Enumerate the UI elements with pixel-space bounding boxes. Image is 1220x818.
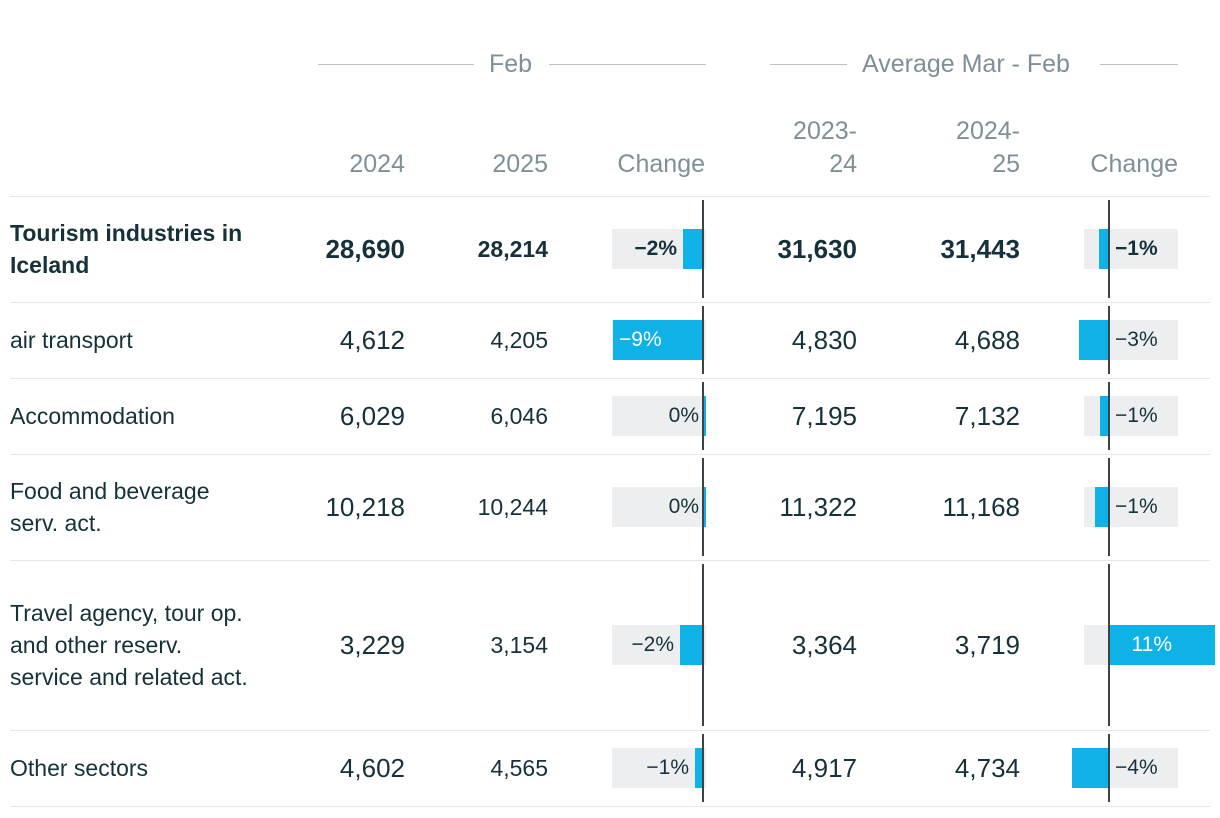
zero-axis-line: [1108, 564, 1110, 726]
cell-feb-2025: 10,244: [477, 494, 548, 520]
cell-feb-2024: 10,218: [325, 492, 405, 522]
cell-feb-2025: 4,565: [490, 755, 548, 781]
row-separator: [10, 560, 1210, 561]
row-label: Tourism industries in Iceland: [10, 220, 243, 278]
feb-group-rule-right: [549, 64, 706, 65]
cell-avg-2024-25: 4,688: [954, 325, 1020, 355]
change-label: 0%: [668, 404, 699, 427]
row-separator: [10, 378, 1210, 379]
col-header-feb-2024: 2024: [349, 150, 405, 178]
avg-group-label: Average Mar - Feb: [862, 50, 1070, 78]
cell-feb-2025: 6,046: [490, 403, 548, 429]
zero-axis-line: [1108, 200, 1110, 298]
zero-axis-line: [702, 382, 704, 450]
change-label: −2%: [634, 237, 677, 260]
change-bar: [703, 396, 706, 436]
cell-feb-2025: 28,214: [477, 236, 548, 262]
zero-axis-line: [1108, 458, 1110, 556]
feb-group-label: Feb: [489, 50, 533, 78]
change-label: −1%: [1115, 404, 1158, 427]
cell-avg-2024-25: 7,132: [954, 401, 1020, 431]
change-bar: [1100, 396, 1109, 436]
row-label: Food and beverage serv. act.: [10, 478, 210, 536]
zero-axis-line: [702, 458, 704, 556]
avg-group-rule-right: [1100, 64, 1178, 65]
cell-avg-2024-25: 11,168: [942, 492, 1020, 522]
zero-axis-line: [702, 564, 704, 726]
change-label: −3%: [1115, 328, 1158, 351]
cell-avg-2024-25: 3,719: [954, 630, 1020, 660]
change-bar: [680, 625, 703, 665]
zero-axis-line: [1108, 306, 1110, 374]
cell-avg-2023-24: 4,917: [791, 753, 857, 783]
col-header-feb-2025: 2025: [492, 150, 548, 178]
change-bar: [1079, 320, 1109, 360]
change-bar: [683, 229, 703, 269]
change-bar: [613, 320, 703, 360]
row-label: Accommodation: [10, 403, 175, 429]
row-label: Travel agency, tour op. and other reserv…: [10, 600, 248, 690]
change-label: 0%: [668, 495, 699, 518]
row-label: air transport: [10, 327, 133, 353]
cell-avg-2023-24: 11,322: [779, 492, 857, 522]
cell-feb-2024: 6,029: [339, 401, 405, 431]
cell-feb-2025: 3,154: [490, 632, 548, 658]
change-bar: [1109, 625, 1215, 665]
zero-axis-line: [702, 200, 704, 298]
change-bar: [695, 748, 703, 788]
change-bar-background: [612, 748, 706, 788]
change-bar-background: [612, 487, 706, 527]
change-label: −1%: [1115, 237, 1158, 260]
row-separator: [10, 196, 1210, 197]
col-header-avg-2024-25: 2024- 25: [956, 117, 1020, 178]
cell-avg-2023-24: 31,630: [777, 234, 857, 264]
row-label: Other sectors: [10, 755, 149, 781]
change-label: −1%: [646, 756, 689, 779]
row-separator: [10, 454, 1210, 455]
change-label: 11%: [1131, 633, 1172, 656]
change-bar-background: [1084, 396, 1178, 436]
row-separator: [10, 302, 1210, 303]
row-separator: [10, 730, 1210, 731]
cell-feb-2024: 4,612: [339, 325, 405, 355]
cell-feb-2024: 4,602: [339, 753, 405, 783]
cell-avg-2023-24: 3,364: [791, 630, 857, 660]
cell-avg-2024-25: 31,443: [940, 234, 1020, 264]
change-bar: [1095, 487, 1109, 527]
col-header-avg-2023-24: 2023- 24: [793, 117, 857, 178]
col-header-avg-change: Change: [1090, 150, 1178, 178]
zero-axis-line: [702, 306, 704, 374]
cell-avg-2023-24: 4,830: [791, 325, 857, 355]
zero-axis-line: [1108, 382, 1110, 450]
cell-feb-2024: 3,229: [339, 630, 405, 660]
cell-avg-2024-25: 4,734: [954, 753, 1020, 783]
change-label: −1%: [1115, 495, 1158, 518]
row-separator: [10, 806, 1210, 807]
cell-avg-2023-24: 7,195: [791, 401, 857, 431]
change-bar: [703, 487, 706, 527]
change-bar: [1072, 748, 1109, 788]
cell-feb-2024: 28,690: [325, 234, 405, 264]
change-label: −4%: [1115, 756, 1158, 779]
change-label: −9%: [619, 328, 662, 351]
cell-feb-2025: 4,205: [490, 327, 548, 353]
zero-axis-line: [1108, 734, 1110, 802]
change-bar: [1099, 229, 1109, 269]
change-label: −2%: [631, 633, 674, 656]
col-header-feb-change: Change: [617, 150, 705, 178]
zero-axis-line: [702, 734, 704, 802]
avg-group-rule-left: [770, 64, 847, 65]
change-bar-background: [612, 396, 706, 436]
feb-group-rule-left: [318, 64, 474, 65]
